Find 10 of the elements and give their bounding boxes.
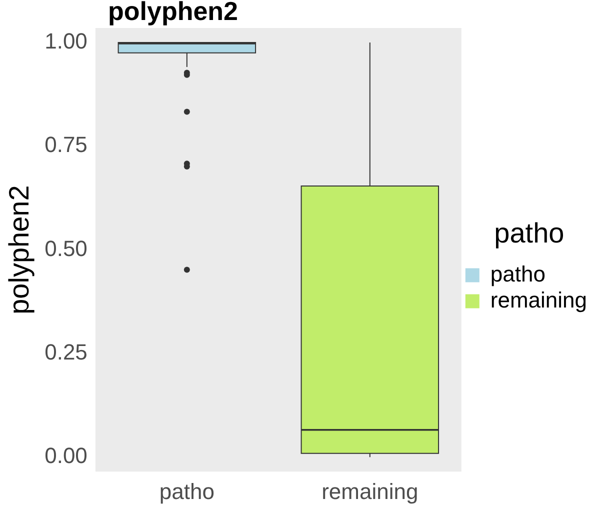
- y-axis-title: polyphen2: [4, 185, 35, 314]
- y-tick-label: 0.25: [44, 340, 88, 365]
- legend-title: patho: [494, 217, 564, 248]
- y-tick-label: 0.50: [44, 236, 88, 261]
- y-tick-label: 1.00: [44, 28, 88, 54]
- legend-label: remaining: [490, 287, 588, 312]
- legend-label: patho: [490, 261, 546, 286]
- chart-title: polyphen2: [108, 0, 238, 27]
- y-tick-label: 0.00: [44, 443, 88, 468]
- y-tick-label: 0.75: [44, 132, 88, 158]
